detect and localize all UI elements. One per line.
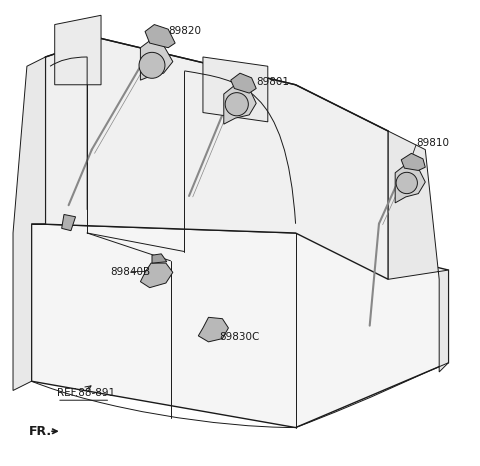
Text: FR.: FR. [29,425,52,438]
Polygon shape [231,73,256,93]
Polygon shape [32,39,388,279]
Polygon shape [152,254,167,263]
Text: 89840B: 89840B [110,267,150,277]
Text: 89810: 89810 [416,137,449,148]
Polygon shape [13,57,46,391]
Polygon shape [198,317,228,342]
Polygon shape [141,41,173,80]
Polygon shape [141,263,173,288]
Circle shape [139,52,165,78]
Circle shape [225,93,248,116]
Polygon shape [32,224,448,427]
Circle shape [396,172,418,194]
Polygon shape [55,15,101,85]
Text: 89820: 89820 [168,27,201,36]
Polygon shape [203,57,268,122]
Polygon shape [388,131,448,372]
Text: REF.88-891: REF.88-891 [57,388,115,398]
Polygon shape [401,153,425,171]
Polygon shape [145,25,175,48]
Polygon shape [224,85,256,124]
Text: 89830C: 89830C [219,332,260,342]
Polygon shape [395,164,425,203]
Text: 89801: 89801 [256,77,289,88]
Polygon shape [61,214,75,231]
